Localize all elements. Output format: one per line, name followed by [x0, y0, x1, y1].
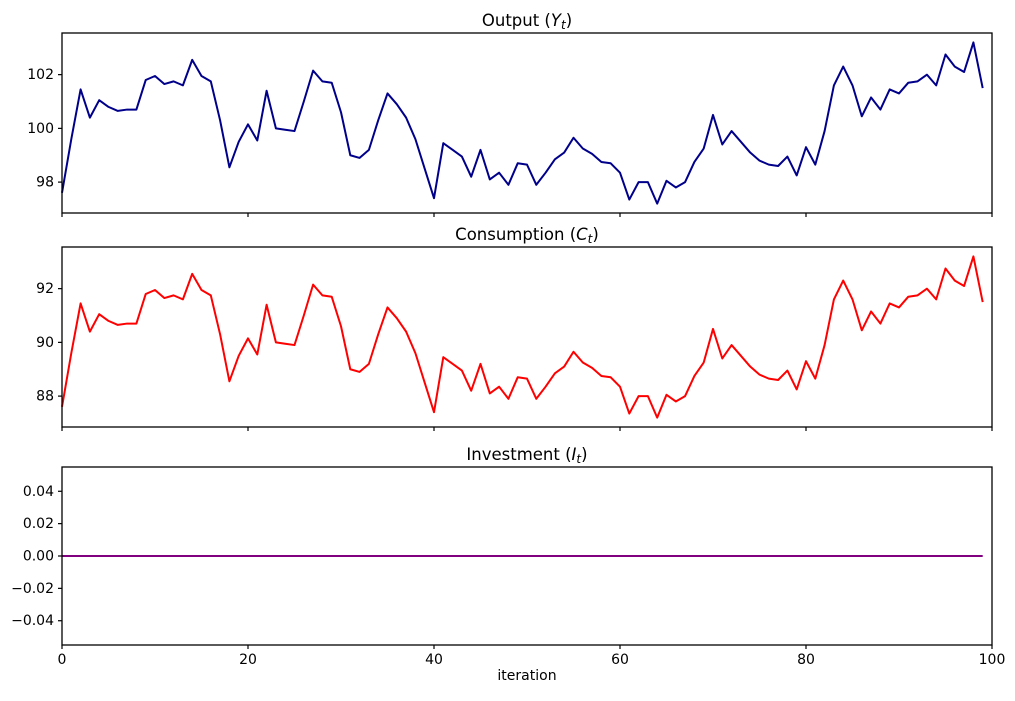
y-tick-label: 88: [36, 389, 54, 405]
y-tick-label: 0.04: [23, 484, 54, 500]
y-tick-label: 0.00: [23, 549, 54, 565]
x-tick-label: 20: [239, 652, 257, 668]
title-text: Investment (: [466, 445, 572, 464]
plot-border-output: [61, 32, 993, 214]
title-math-subscript: t: [576, 452, 582, 466]
title-text: Output (: [481, 11, 551, 30]
y-tick-label: 90: [36, 335, 54, 351]
chart-title-consumption: Consumption (Ct): [62, 225, 992, 249]
title-text: ): [592, 225, 599, 244]
y-tick-label: 92: [36, 281, 54, 297]
title-text: Consumption (: [455, 225, 577, 244]
x-tick-label: 0: [58, 652, 67, 668]
series-line-output: [61, 41, 984, 205]
title-math-subscript: t: [560, 18, 566, 32]
y-tick-label: −0.02: [11, 581, 54, 597]
y-tick-label: 98: [36, 175, 54, 191]
title-math-var: Y: [550, 11, 561, 30]
title-text: ): [565, 11, 573, 30]
x-tick-label: 40: [425, 652, 443, 668]
y-tick-label: 100: [27, 121, 54, 137]
y-tick-label: 102: [27, 67, 54, 83]
title-math-var: I: [571, 445, 577, 464]
title-math-var: C: [576, 225, 588, 244]
x-tick-label: 80: [797, 652, 815, 668]
x-axis-label: iteration: [497, 668, 557, 684]
y-tick-label: −0.04: [11, 613, 54, 629]
x-tick-label: 100: [979, 652, 1006, 668]
plot-border-investment: [61, 466, 993, 646]
chart-title-output: Output (Yt): [62, 11, 992, 35]
plot-border-consumption: [61, 246, 993, 428]
x-tick-label: 60: [611, 652, 629, 668]
title-math-subscript: t: [587, 232, 593, 246]
y-tick-label: 0.02: [23, 516, 54, 532]
chart-title-investment: Investment (It): [62, 445, 992, 469]
series-line-consumption: [61, 255, 984, 419]
title-text: ): [581, 445, 588, 464]
